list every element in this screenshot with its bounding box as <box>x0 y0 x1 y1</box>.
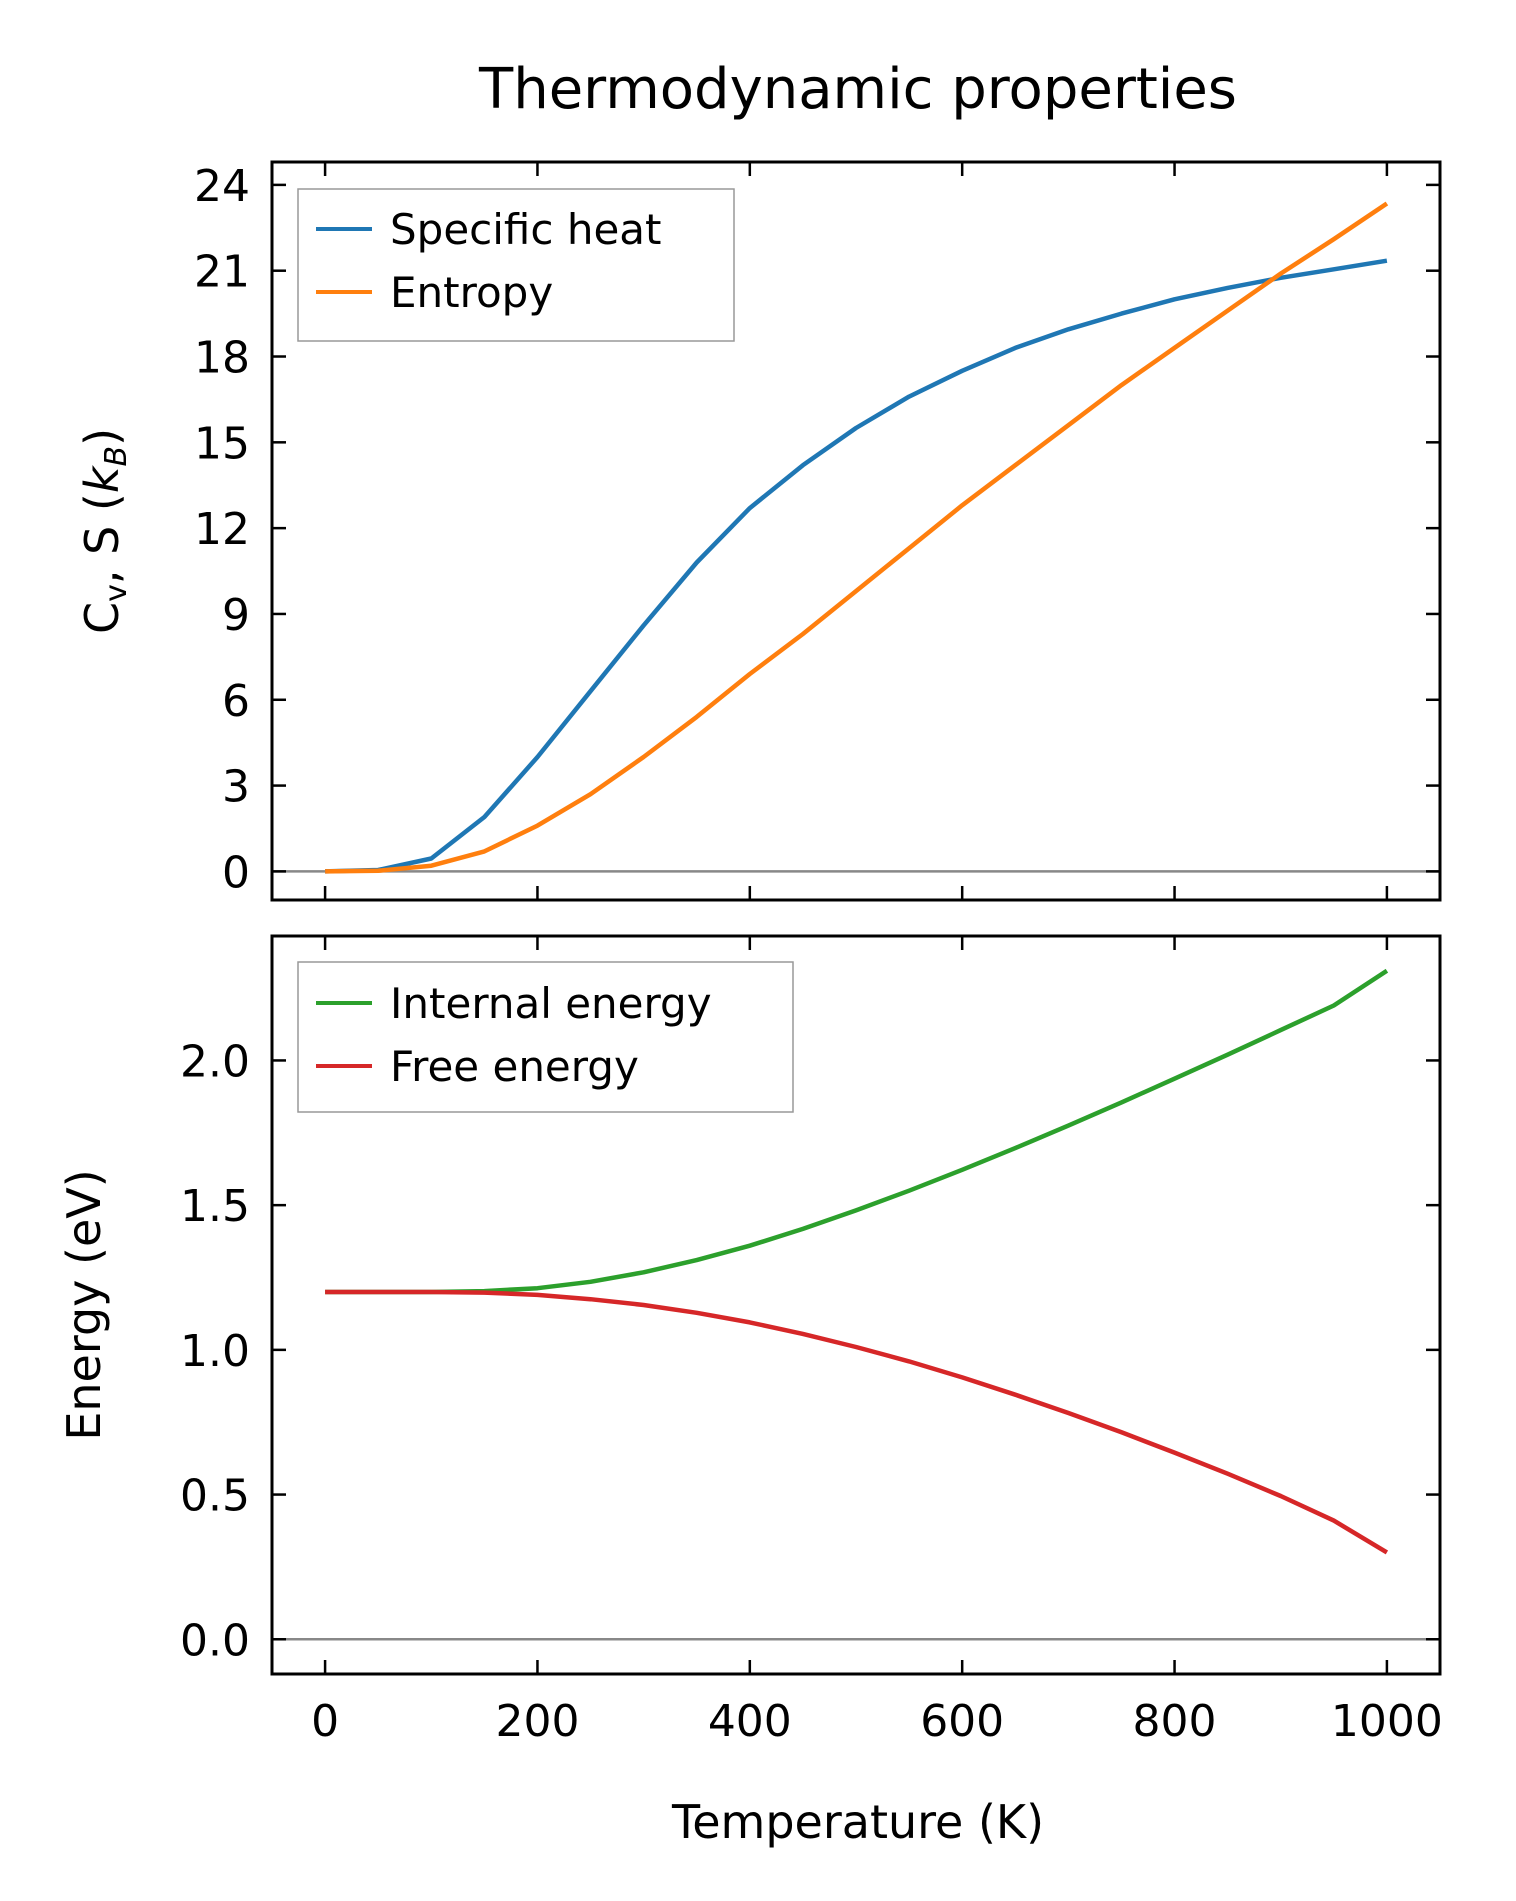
bottom-y-tick-label: 1.5 <box>180 1181 250 1232</box>
bottom-panel: 0.0 0.5 1.0 1.5 2.0 0 200 400 600 800 1000 Energy… <box>57 934 1443 1849</box>
top-legend-box <box>297 188 735 342</box>
top-y-tick-label: 21 <box>194 247 250 298</box>
series-line-specific-heat <box>325 258 1388 874</box>
legend-label-internal-energy: Internal energy <box>390 979 712 1028</box>
bottom-y-tick-label: 1.0 <box>180 1326 250 1377</box>
bottom-x-tick-label: 200 <box>495 1696 579 1747</box>
top-legend: Specific heat Entropy <box>297 188 735 342</box>
top-y-tick-labels: 0 3 6 9 12 15 18 21 24 <box>194 161 250 899</box>
top-y-tick-label: 3 <box>222 762 250 813</box>
top-y-tick-label: 9 <box>222 590 250 641</box>
top-y-tick-label: 6 <box>222 676 250 727</box>
legend-label-free-energy: Free energy <box>390 1042 639 1091</box>
top-y-tick-label: 12 <box>194 504 250 555</box>
top-y-tick-label: 24 <box>194 161 250 212</box>
x-axis-label: Temperature (K) <box>671 1795 1044 1849</box>
bottom-axes-frame <box>270 934 1442 1676</box>
legend-label-specific-heat: Specific heat <box>390 205 661 254</box>
bottom-x-tick-label: 600 <box>920 1696 1004 1747</box>
top-ticks <box>272 162 1440 900</box>
bottom-y-tick-label: 0.5 <box>180 1471 250 1522</box>
series-line-entropy <box>325 201 1389 874</box>
bottom-y-tick-labels: 0.0 0.5 1.0 1.5 2.0 <box>180 1036 250 1666</box>
top-y-tick-label: 0 <box>222 847 250 898</box>
bottom-x-tick-label: 0 <box>311 1696 339 1747</box>
legend-label-entropy: Entropy <box>390 268 553 317</box>
bottom-legend-box <box>297 961 794 1113</box>
bottom-x-tick-label: 1000 <box>1331 1696 1443 1747</box>
top-axes-frame <box>270 160 1442 902</box>
chart-title: Thermodynamic properties <box>478 57 1237 122</box>
bottom-x-tick-label: 800 <box>1133 1696 1217 1747</box>
top-panel: 0 3 6 9 12 15 18 21 24 Cv, S (kB) Specific heat … <box>75 160 1442 902</box>
bottom-y-tick-label: 2.0 <box>180 1036 250 1087</box>
top-curves <box>272 201 1440 874</box>
top-y-tick-label: 15 <box>194 418 250 469</box>
bottom-y-tick-label: 0.0 <box>180 1615 250 1666</box>
top-y-tick-label: 18 <box>194 333 250 384</box>
bottom-x-tick-label: 400 <box>708 1696 792 1747</box>
bottom-y-axis-label: Energy (eV) <box>57 1169 111 1440</box>
series-line-internal-energy <box>325 968 1389 1295</box>
bottom-legend: Internal energy Free energy <box>297 961 794 1113</box>
top-y-axis-label: Cv, S (kB) <box>75 428 134 634</box>
bottom-ticks <box>272 936 1440 1674</box>
bottom-x-tick-labels: 0 200 400 600 800 1000 <box>311 1696 1443 1747</box>
bottom-curves <box>272 968 1440 1641</box>
series-line-free-energy <box>325 1289 1389 1555</box>
